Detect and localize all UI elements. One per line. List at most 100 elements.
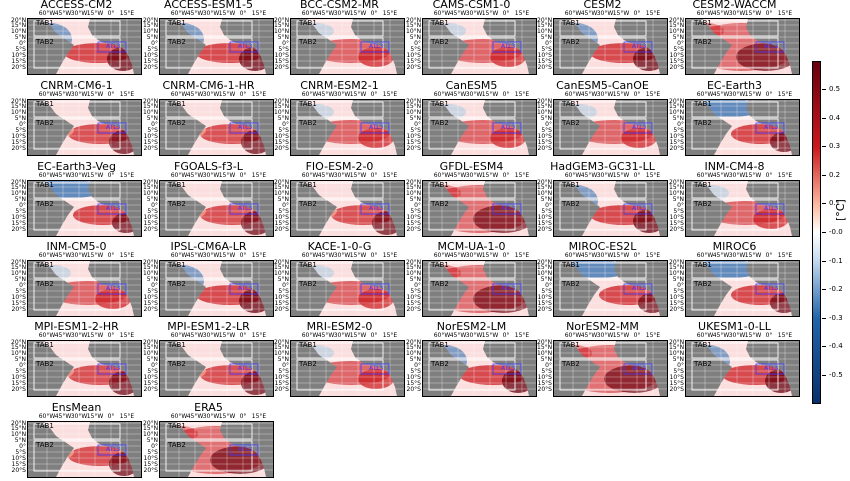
lat-tick-label: 5°S — [278, 368, 289, 375]
lat-tick-label: 0° — [677, 202, 684, 209]
map-panel: CNRM-ESM2-1 60°W 45°W 30°W 15°W 0° 15°E 20°N 15°… — [274, 80, 405, 159]
lon-tick-label: 60°W — [38, 252, 56, 259]
region-label: ATL3 — [369, 205, 384, 212]
atl3-box — [492, 203, 522, 215]
lon-tick-label: 0° — [502, 252, 510, 259]
lat-tick-label: 10°S — [11, 52, 26, 59]
lat-tick-label: 15°S — [11, 380, 26, 387]
colorbar-unit-label: [°C] — [834, 199, 847, 221]
caribbean-land — [291, 341, 309, 347]
lat-tick-label: 5°S — [278, 127, 289, 134]
lon-tick-label: 0° — [765, 172, 773, 179]
lon-tick-label: 30°W — [202, 413, 220, 420]
region-label: ATL3 — [106, 205, 121, 212]
caribbean-land — [423, 341, 441, 347]
sst-map: TAB1 TAB2 ATL3 — [422, 340, 537, 397]
lat-tick-label: 5°S — [673, 46, 684, 53]
lon-tick-label: 15°W — [349, 172, 367, 179]
panel-title: ACCESS-ESM1-5 — [164, 0, 253, 11]
lat-tick-label: 0° — [414, 362, 421, 369]
lat-tick-label: 0° — [677, 121, 684, 128]
lon-tick-label: 0° — [239, 10, 247, 17]
caribbean-land — [28, 422, 46, 428]
lat-tick-label: 10°S — [406, 214, 421, 221]
panel-title: CAMS-CSM1-0 — [432, 0, 511, 11]
lat-tick-label: 0° — [545, 362, 552, 369]
lon-tick-label: 30°W — [465, 332, 483, 339]
tab2-box — [33, 199, 121, 231]
lon-tick-label: 30°W — [596, 252, 614, 259]
lat-tick-label: 15°N — [143, 425, 159, 432]
lon-tick-label: 60°W — [433, 332, 451, 339]
lon-tick-label: 15°W — [744, 10, 762, 17]
lon-tick-label: 45°W — [54, 252, 72, 259]
atl3-box — [360, 203, 390, 215]
lon-tick-label: 15°W — [218, 91, 236, 98]
tab1-box — [165, 262, 253, 279]
colorbar-tick-label: -0.1 — [829, 256, 843, 265]
region-label: TAB2 — [168, 200, 186, 208]
panel-title: EnsMean — [51, 401, 102, 414]
lat-tick-label: 20°S — [143, 306, 158, 313]
lat-tick-label: 10°N — [143, 190, 159, 197]
lon-tick-label: 0° — [239, 332, 247, 339]
caribbean-land — [28, 19, 46, 25]
region-label: TAB1 — [431, 261, 449, 269]
lon-tick-label: 45°W — [54, 91, 72, 98]
lat-tick-label: 0° — [414, 202, 421, 209]
lon-tick-label: 60°W — [564, 172, 582, 179]
colorbar-tick-label: 0.3 — [829, 142, 841, 151]
south-america-land — [686, 341, 732, 396]
lat-tick-label: 20°N — [406, 179, 422, 186]
lon-tick-label: 60°W — [301, 332, 319, 339]
lat-tick-label: 20°S — [669, 386, 684, 393]
lon-tick-label: 0° — [239, 413, 247, 420]
lon-tick-label: 0° — [370, 91, 378, 98]
panel-title: CanESM5-CanOE — [556, 79, 649, 92]
lat-tick-label: 5°S — [15, 208, 26, 215]
tab1-box — [33, 182, 121, 199]
africa-land — [746, 261, 799, 316]
lat-tick-label: 20°S — [537, 386, 552, 393]
map-panel: MRI-ESM2-0 60°W 45°W 30°W 15°W 0° 15°E 20°N 15°N… — [274, 321, 405, 400]
lat-tick-label: 10°N — [143, 270, 159, 277]
lon-tick-label: 0° — [239, 252, 247, 259]
lon-tick-label: 15°E — [777, 172, 793, 179]
caribbean-land — [160, 261, 178, 267]
sst-map: TAB1 TAB2 ATL3 — [290, 99, 405, 156]
region-label: TAB2 — [694, 280, 712, 288]
region-label: TAB2 — [694, 38, 712, 46]
lat-tick-label: 0° — [282, 121, 289, 128]
africa-land — [351, 19, 404, 74]
lat-tick-label: 10°N — [537, 350, 553, 357]
lat-tick-label: 0° — [414, 121, 421, 128]
region-label: TAB1 — [299, 181, 317, 189]
atl3-box — [755, 41, 785, 53]
lat-tick-label: 10°N — [274, 270, 290, 277]
tab2-box — [428, 199, 516, 231]
lat-tick-label: 5°S — [673, 288, 684, 295]
south-america-land — [160, 19, 206, 74]
lat-tick-label: 15°S — [406, 220, 421, 227]
south-america-land — [160, 422, 206, 477]
panel-title: ERA5 — [194, 401, 223, 414]
lon-tick-label: 60°W — [301, 91, 319, 98]
caribbean-land — [28, 261, 46, 267]
lat-tick-label: 5°S — [147, 208, 158, 215]
colorbar-tick — [822, 203, 826, 205]
lat-tick-label: 20°S — [669, 145, 684, 152]
lat-tick-label: 20°S — [274, 145, 289, 152]
lat-tick-label: 20°N — [143, 179, 159, 186]
lon-tick-label: 30°W — [465, 10, 483, 17]
region-label: TAB1 — [168, 181, 186, 189]
lon-tick-label: 0° — [633, 332, 641, 339]
lat-tick-label: 5°N — [672, 34, 684, 41]
map-panel: EC-Earth3-Veg 60°W 45°W 30°W 15°W 0° 15°E 20°N 1… — [11, 161, 142, 240]
lat-tick-label: 20°N — [406, 17, 422, 24]
colorbar-tick — [822, 232, 826, 233]
region-label: ATL3 — [632, 124, 647, 131]
region-label: TAB2 — [694, 360, 712, 368]
region-label: TAB1 — [694, 181, 712, 189]
lat-tick-label: 10°N — [11, 431, 27, 438]
lat-tick-label: 10°N — [274, 109, 290, 116]
